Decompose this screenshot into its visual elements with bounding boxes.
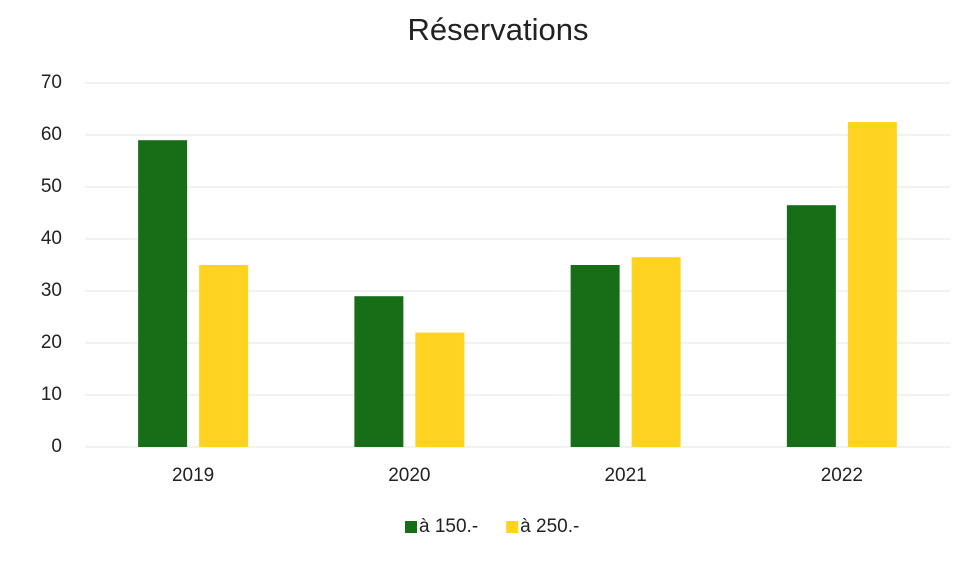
chart-title: Réservations bbox=[408, 12, 589, 47]
y-tick-label: 40 bbox=[41, 228, 62, 249]
bar bbox=[138, 140, 188, 447]
bar bbox=[415, 332, 465, 447]
bar bbox=[847, 122, 897, 447]
x-tick-label: 2020 bbox=[388, 465, 430, 486]
y-tick-label: 60 bbox=[41, 124, 62, 145]
legend-swatch bbox=[506, 521, 519, 533]
legend-swatch bbox=[405, 521, 417, 533]
bar bbox=[354, 296, 404, 447]
bar bbox=[570, 265, 620, 447]
bar bbox=[199, 265, 249, 447]
y-tick-label: 0 bbox=[51, 436, 62, 457]
legend-label: à 250.- bbox=[520, 516, 579, 537]
y-tick-label: 70 bbox=[41, 72, 62, 93]
bar bbox=[631, 257, 681, 447]
y-tick-label: 50 bbox=[41, 176, 62, 197]
y-tick-label: 10 bbox=[41, 384, 62, 405]
legend-label: à 150.- bbox=[419, 516, 478, 537]
x-tick-label: 2022 bbox=[821, 465, 863, 486]
x-tick-label: 2019 bbox=[172, 465, 214, 486]
y-tick-label: 20 bbox=[41, 332, 62, 353]
bar bbox=[786, 205, 836, 447]
y-tick-label: 30 bbox=[41, 280, 62, 301]
x-tick-label: 2021 bbox=[604, 465, 646, 486]
